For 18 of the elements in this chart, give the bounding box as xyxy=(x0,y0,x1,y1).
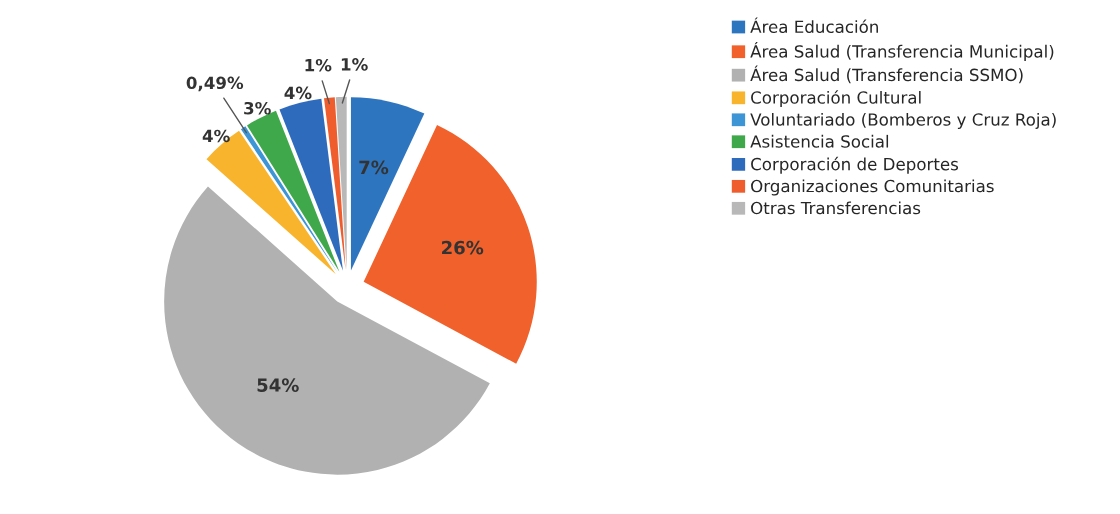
legend-label: Corporación Cultural xyxy=(751,90,921,108)
legend-label: Área Salud (Transferencia Municipal) xyxy=(750,42,1054,61)
data-label: 3% xyxy=(244,101,271,115)
legend-label: Área Educación xyxy=(750,17,878,34)
data-label: 1% xyxy=(341,58,368,71)
data-label: 0,49% xyxy=(186,76,244,92)
data-label: 4% xyxy=(284,86,312,100)
data-label: 7% xyxy=(359,160,389,175)
legend-label: Voluntariado (Bomberos y Cruz Roja) xyxy=(750,112,1056,130)
legend-label: Corporación de Deportes xyxy=(751,156,959,174)
data-label: 4% xyxy=(202,129,230,143)
legend-label: Área Salud (Transferencia SSMO) xyxy=(750,65,1023,84)
data-label: 1% xyxy=(305,58,332,72)
legend-label: Organizaciones Comunitarias xyxy=(751,179,994,196)
data-label: 54% xyxy=(257,378,299,392)
legend-label: Otras Transferencias xyxy=(751,201,921,215)
data-label: 26% xyxy=(442,240,484,255)
legend-label: Asistencia Social xyxy=(750,134,889,148)
